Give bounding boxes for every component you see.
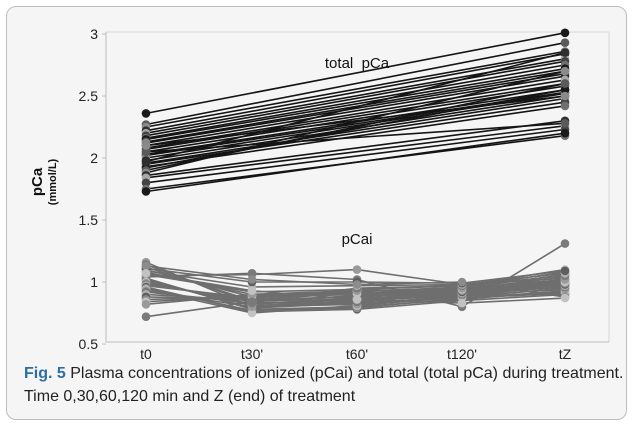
y-tick-label: 2.5 (79, 88, 99, 104)
pcai-data-point (352, 280, 362, 289)
y-tick-label: 2 (90, 150, 98, 166)
pcai-data-point (247, 269, 257, 278)
total-pca-series-line (145, 122, 566, 153)
y-axis-label: pCa (29, 167, 46, 196)
x-tick-labels: t0 t30' t60' t120' tZ (140, 346, 572, 362)
total-pca-data-point (141, 147, 151, 157)
pcai-data-point (352, 265, 362, 274)
caption-text: Plasma concentrations of ionized (pCai) … (24, 365, 624, 405)
total-pca-data-point (560, 85, 570, 95)
figure-label: Fig. 5 (24, 365, 66, 382)
pcai-series (141, 239, 570, 322)
total-pca-data-point (141, 187, 151, 196)
pcai-data-point (560, 293, 570, 303)
total-pca-data-point (560, 28, 570, 38)
pcai-data-point (247, 275, 257, 284)
total-pca-data-point (141, 141, 151, 150)
total-pca-series (141, 28, 570, 196)
total-pca-data-point (560, 38, 570, 47)
total-pca-series-line (145, 41, 566, 126)
total-pca-series-line (145, 72, 566, 144)
total-pca-data-point (141, 109, 151, 118)
total-pca-data-point (141, 178, 151, 188)
total-pca-series-line (145, 120, 566, 177)
y-axis-unit: (mmol/L) (47, 158, 59, 205)
x-tick-label: t120' (447, 346, 477, 362)
pcai-data-point (247, 308, 257, 318)
figure-caption: Fig. 5 Plasma concentrations of ionized … (24, 362, 624, 408)
total-pca-series-line (145, 132, 566, 193)
y-axis-label-group: pCa (mmol/L) (29, 158, 59, 205)
pcai-data-point (560, 239, 570, 248)
total-pca-series-line (145, 32, 566, 115)
total-pca-data-point (141, 157, 151, 166)
total-pca-data-point (560, 91, 570, 101)
total-pca-series-line (145, 64, 566, 139)
pcai-data-point (141, 300, 151, 309)
total-pca-data-point (560, 66, 570, 76)
total-pca-data-point (560, 48, 570, 57)
annotation-pcai: pCai (342, 231, 373, 248)
x-tick-label: t30' (241, 346, 263, 362)
y-tick-label: 1 (90, 274, 98, 290)
pcai-data-point (141, 261, 151, 271)
total-pca-series-line (145, 60, 566, 137)
total-pca-series-line (145, 128, 566, 184)
total-pca-series-line (145, 67, 566, 141)
total-pca-series-line (145, 82, 566, 151)
pcai-data-point (457, 298, 467, 308)
total-pca-series-line (145, 53, 566, 132)
total-pca-series-line (145, 101, 566, 165)
total-pca-series-line (145, 97, 566, 164)
pcai-data-point (457, 277, 467, 287)
total-pca-data-point (560, 128, 570, 138)
total-pca-series-line (145, 95, 566, 147)
pcai-data-point (141, 269, 151, 278)
pcai-data-point (141, 312, 151, 322)
annotation-total-pca: total pCa (325, 55, 390, 72)
total-pca-data-point (560, 101, 570, 111)
x-tick-label: t60' (346, 346, 368, 362)
pcai-data-point (247, 286, 257, 296)
pcai-data-point (352, 295, 362, 304)
pcai-data-point (247, 297, 257, 307)
total-pca-series-line (145, 85, 566, 153)
total-pca-series-line (145, 89, 566, 169)
total-pca-series-line (145, 125, 566, 179)
y-tick-label: 1.5 (79, 212, 99, 228)
total-pca-series-line (145, 50, 566, 128)
total-pca-data-point (560, 119, 570, 128)
total-pca-series-line (145, 51, 566, 163)
x-tick-label: tZ (559, 346, 572, 362)
y-tick-labels: 0.5 1 1.5 2 2.5 3 (79, 26, 106, 352)
total-pca-data-point (560, 79, 570, 88)
y-tick-label: 3 (90, 26, 98, 42)
pcai-data-point (560, 266, 570, 276)
y-tick-label: 0.5 (79, 336, 99, 352)
total-pca-series-line (145, 70, 566, 174)
x-tick-label: t0 (140, 346, 152, 362)
